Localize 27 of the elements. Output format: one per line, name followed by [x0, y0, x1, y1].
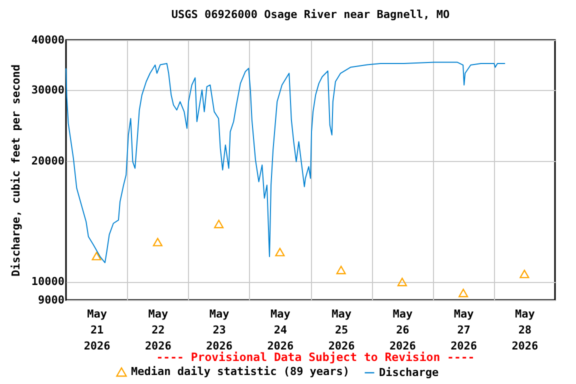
x-tick-label: May 24 2026 [267, 308, 294, 352]
point [458, 288, 468, 298]
point [397, 278, 407, 286]
x-tick-label: May 25 2026 [328, 308, 356, 352]
legend-label: Median daily statistic (89 years) [131, 364, 350, 378]
line-series [66, 62, 506, 264]
point [92, 252, 102, 260]
point [520, 270, 530, 278]
y-tick-label: 30000 [31, 84, 64, 97]
y-axis-title: Discharge, cubic feet per second [9, 64, 22, 276]
point [336, 266, 346, 274]
y-tick-label: 40000 [31, 34, 64, 46]
text: ---- Provisional Data Subject to Revision ---- [156, 350, 475, 364]
x-tick-label: May 22 2026 [144, 308, 172, 352]
x-tick-label: May 23 2026 [206, 308, 233, 352]
x-tick-label: May 26 2026 [389, 308, 416, 352]
x-tick-label: May 21 2026 [84, 308, 111, 352]
y-tick-label: 10000 [31, 275, 64, 288]
point [214, 220, 224, 228]
x-tick-label: May 28 2026 [512, 308, 539, 352]
point [152, 238, 162, 246]
chart-title: USGS 06926000 Osage River near Bagnell, MO [171, 8, 450, 21]
legend-label: Discharge [379, 366, 439, 379]
point [275, 248, 285, 256]
x-tick-label: May 27 2026 [450, 308, 478, 352]
y-tick-label: 20000 [31, 154, 64, 168]
y-tick-label: 9000 [38, 294, 64, 306]
